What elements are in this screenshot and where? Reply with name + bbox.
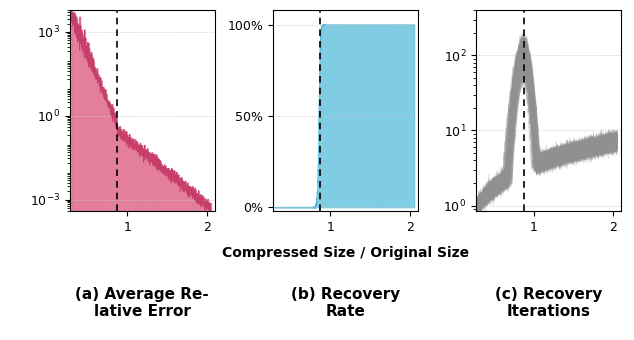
Text: Compressed Size / Original Size: Compressed Size / Original Size — [222, 246, 469, 260]
Text: (a) Average Re-
lative Error: (a) Average Re- lative Error — [75, 287, 209, 319]
Text: (c) Recovery
Iterations: (c) Recovery Iterations — [495, 287, 602, 319]
Text: (b) Recovery
Rate: (b) Recovery Rate — [291, 287, 400, 319]
